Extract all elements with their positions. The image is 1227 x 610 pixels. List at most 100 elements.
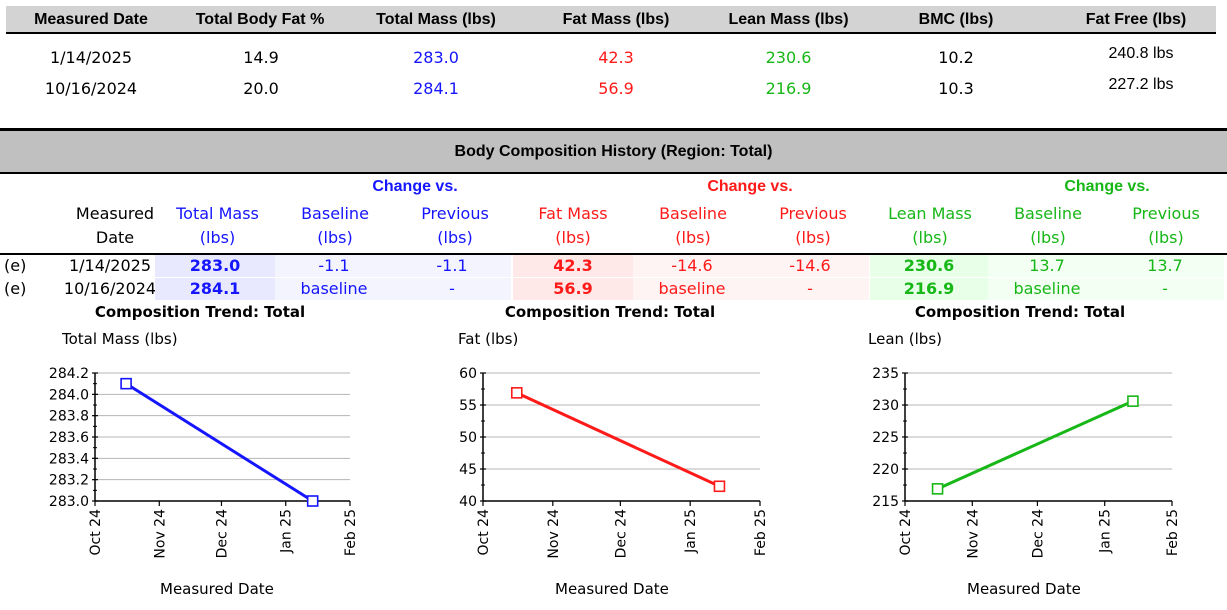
history-lm-baseline: 13.7 bbox=[988, 255, 1106, 277]
x-tick-label: Oct 24 bbox=[898, 509, 914, 556]
summary-fat-mass: 56.9 bbox=[598, 79, 634, 98]
col-label: (lbs) bbox=[199, 228, 236, 247]
col-label: Previous bbox=[779, 204, 847, 223]
summary-body-fat: 14.9 bbox=[243, 48, 279, 67]
chart-total-mass: Composition Trend: Total Total Mass (lbs… bbox=[0, 300, 400, 610]
summary-total-mass: 283.0 bbox=[413, 48, 459, 67]
col-label: Lean Mass bbox=[888, 204, 972, 223]
y-tick-label: 40 bbox=[459, 494, 477, 510]
col-label: (lbs) bbox=[1148, 228, 1184, 247]
header-body-fat: Total Body Fat % bbox=[195, 11, 325, 28]
col-label: (lbs) bbox=[555, 228, 591, 247]
data-point bbox=[120, 377, 132, 390]
history-date: 10/16/2024 bbox=[63, 279, 157, 298]
summary-lean-mass: 230.6 bbox=[765, 48, 812, 67]
col-label: Baseline bbox=[1014, 204, 1082, 223]
col-label: Total Mass bbox=[176, 204, 259, 223]
history-date: 1/14/2025 bbox=[68, 256, 152, 275]
y-tick-label: 50 bbox=[459, 430, 477, 446]
y-tick-label: 283.2 bbox=[49, 473, 89, 489]
header-lean-mass: Lean Mass (lbs) bbox=[728, 11, 849, 28]
chart-plot: 40 45 50 55 60 Oct 24 Nov 24 Dec 24 Jan 25 Feb 25 bbox=[459, 366, 769, 559]
x-tick-label: Feb 25 bbox=[343, 509, 359, 556]
chart-fat: Composition Trend: Total Fat (lbs) 40 45 5… bbox=[410, 300, 810, 610]
x-tick-label: Dec 24 bbox=[613, 509, 629, 558]
data-point bbox=[306, 495, 319, 507]
series-line bbox=[125, 382, 314, 503]
estimate-flag: (e) bbox=[4, 279, 27, 298]
series-line bbox=[516, 391, 721, 488]
history-fm-baseline: -14.6 bbox=[633, 255, 751, 277]
col-label: (lbs) bbox=[1030, 228, 1066, 247]
change-vs-total-heading: Change vs. bbox=[372, 178, 458, 195]
summary-date: 10/16/2024 bbox=[44, 79, 138, 98]
y-tick-label: 235 bbox=[872, 366, 899, 382]
summary-header-row: Measured Date Total Body Fat % Total Mas… bbox=[6, 6, 1216, 34]
col-fm-baseline: Baseline (lbs) bbox=[633, 202, 753, 250]
y-tick-label: 283.6 bbox=[49, 430, 89, 446]
data-point bbox=[1127, 395, 1139, 407]
header-measured-date: Measured Date bbox=[34, 11, 148, 28]
history-fm-previous: - bbox=[751, 278, 869, 300]
col-lean-mass: Lean Mass (lbs) bbox=[870, 202, 990, 250]
x-tick-label: Nov 24 bbox=[546, 509, 562, 559]
history-tm-baseline: -1.1 bbox=[275, 255, 393, 277]
chart-ylabel: Fat (lbs) bbox=[458, 330, 519, 348]
y-tick-label: 284.0 bbox=[49, 387, 89, 403]
y-tick-label: 215 bbox=[872, 494, 899, 510]
x-tick-label: Jan 25 bbox=[279, 509, 295, 554]
series-line bbox=[936, 399, 1134, 491]
y-tick-label: 55 bbox=[459, 398, 477, 414]
col-fat-mass: Fat Mass (lbs) bbox=[513, 202, 633, 250]
col-label: Baseline bbox=[659, 204, 727, 223]
col-label: (lbs) bbox=[795, 228, 831, 247]
history-fm-previous: -14.6 bbox=[751, 255, 869, 277]
y-tick-label: 283.8 bbox=[49, 409, 89, 425]
summary-row: 10/16/2024 20.0 284.1 56.9 216.9 10.3 22… bbox=[6, 76, 1216, 102]
chart-title: Composition Trend: Total bbox=[914, 303, 1126, 321]
x-tick-label: Oct 24 bbox=[476, 509, 492, 556]
history-lm-previous: - bbox=[1106, 278, 1224, 300]
col-label: Measured bbox=[75, 204, 155, 223]
history-lm-previous: 13.7 bbox=[1106, 255, 1224, 277]
y-tick-label: 220 bbox=[872, 462, 899, 478]
col-label: Baseline bbox=[301, 204, 369, 223]
y-tick-label: 284.2 bbox=[49, 366, 89, 382]
history-tm-previous: -1.1 bbox=[393, 255, 511, 277]
history-tm-baseline: baseline bbox=[275, 278, 393, 300]
col-label: (lbs) bbox=[675, 228, 711, 247]
summary-bmc: 10.3 bbox=[938, 79, 974, 98]
y-tick-label: 283.0 bbox=[49, 494, 89, 510]
header-total-mass: Total Mass (lbs) bbox=[376, 11, 496, 28]
col-label: (lbs) bbox=[437, 228, 473, 247]
history-fat-mass: 42.3 bbox=[513, 255, 633, 277]
y-tick-label: 225 bbox=[872, 430, 899, 446]
x-tick-label: Jan 25 bbox=[683, 509, 699, 554]
chart-ylabel: Total Mass (lbs) bbox=[62, 330, 178, 348]
x-tick-label: Oct 24 bbox=[88, 509, 104, 556]
chart-xlabel: Measured Date bbox=[160, 580, 274, 598]
chart-lean: Composition Trend: Total Lean (lbs) 215 2… bbox=[820, 300, 1220, 610]
change-vs-lean-heading: Change vs. bbox=[1064, 178, 1150, 195]
x-tick-label: Dec 24 bbox=[214, 509, 230, 558]
chart-title: Composition Trend: Total bbox=[504, 303, 716, 321]
chart-xlabel: Measured Date bbox=[555, 580, 669, 598]
col-label: Date bbox=[95, 228, 135, 247]
col-lm-baseline: Baseline (lbs) bbox=[988, 202, 1108, 250]
summary-total-mass: 284.1 bbox=[413, 79, 459, 98]
x-tick-label: Feb 25 bbox=[1165, 509, 1181, 556]
chart-ylabel: Lean (lbs) bbox=[868, 330, 942, 348]
col-lm-previous: Previous (lbs) bbox=[1107, 202, 1225, 250]
col-label: (lbs) bbox=[317, 228, 353, 247]
x-tick-label: Nov 24 bbox=[965, 509, 981, 559]
col-tm-previous: Previous (lbs) bbox=[395, 202, 515, 250]
history-tm-previous: - bbox=[393, 278, 511, 300]
history-lm-baseline: baseline bbox=[988, 278, 1106, 300]
estimate-flag: (e) bbox=[4, 256, 27, 275]
summary-fat-free: 227.2 lbs bbox=[1108, 76, 1174, 93]
summary-fat-free: 240.8 lbs bbox=[1108, 45, 1174, 62]
y-tick-label: 230 bbox=[872, 398, 899, 414]
col-tm-baseline: Baseline (lbs) bbox=[275, 202, 395, 250]
history-total-mass: 284.1 bbox=[155, 278, 275, 300]
history-header-divider bbox=[0, 253, 1227, 255]
